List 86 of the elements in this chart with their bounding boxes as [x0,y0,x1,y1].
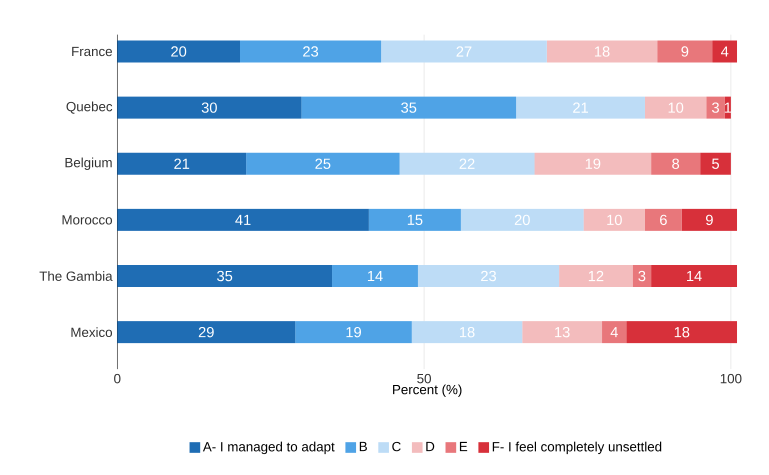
bar [295,321,412,344]
data-label: 18 [460,326,475,338]
data-label: 14 [368,270,383,281]
bar [460,208,584,231]
data-label: 29 [198,326,214,338]
bar [712,40,738,62]
bar [584,208,645,231]
y-tick-label: Mexico [71,327,112,337]
data-label: 30 [202,102,217,113]
bar [522,321,602,344]
legend-label: B [360,442,367,452]
legend-label: C [392,442,401,452]
data-label: 9 [706,214,713,225]
bar [117,40,240,62]
data-label: 23 [303,46,318,57]
bar [700,152,731,175]
x-tick-label: 0 [114,374,120,384]
bar [418,264,560,287]
bar [546,40,658,62]
data-label: 12 [588,270,604,282]
data-label: 21 [573,102,588,113]
legend-label: A- I managed to adapt [202,442,335,454]
bar [632,264,652,287]
bar [626,321,738,344]
bar [602,321,627,344]
data-label: 35 [217,270,232,282]
legend-label: E [460,442,468,452]
legend-label: F- I feel completely unsettled [492,442,662,454]
bar [117,152,246,175]
bar [516,96,645,119]
data-label: 27 [456,46,472,57]
data-label: 5 [712,158,719,169]
data-label: 9 [681,46,688,57]
data-label: 22 [460,158,474,169]
bar [332,264,418,287]
bar [534,152,652,175]
bar [559,264,633,287]
data-label: 25 [315,158,330,169]
legend-label: D [426,442,434,452]
bar [412,321,522,344]
bar [381,40,547,62]
data-label: 3 [638,270,646,282]
bar [657,40,712,62]
data-label: 35 [401,102,416,113]
bar [117,208,369,231]
bar [651,152,700,175]
y-tick-label: Quebec [66,101,112,114]
data-label: 10 [668,102,684,113]
data-label: 15 [408,214,422,225]
data-label: 6 [660,214,667,225]
data-label: 21 [174,158,190,169]
bar [651,264,738,287]
bar [240,40,382,62]
y-tick-label: Morocco [62,215,112,224]
data-label: 3 [712,102,719,113]
y-tick-label: Belgium [66,157,112,170]
bar [682,208,738,231]
data-label: 23 [481,270,496,282]
x-tick-label: 50 [417,374,431,384]
bar [368,208,461,231]
data-label: 18 [594,46,610,57]
data-label: 18 [674,326,690,338]
bar [117,321,296,344]
data-label: 41 [235,214,251,225]
x-tick-label: 100 [720,374,742,384]
data-label: 19 [586,158,600,169]
bar [246,152,400,175]
data-label: 4 [721,46,728,56]
bar [706,96,725,119]
bar [117,96,302,119]
bar [117,264,332,287]
data-label: 10 [607,214,622,225]
data-label: 19 [346,326,361,338]
bar [400,152,535,175]
y-tick-label: The Gambia [40,271,113,281]
data-label: 13 [555,326,570,338]
data-label: 8 [672,158,680,169]
x-axis-title: Percent (%) [393,384,462,397]
bar [644,208,682,231]
bar [301,96,516,119]
data-label: 20 [514,214,530,225]
data-label: 20 [171,46,186,57]
data-label: 14 [687,270,702,281]
bar [644,96,706,119]
data-label: 4 [610,327,618,338]
y-tick-label: France [72,46,112,56]
